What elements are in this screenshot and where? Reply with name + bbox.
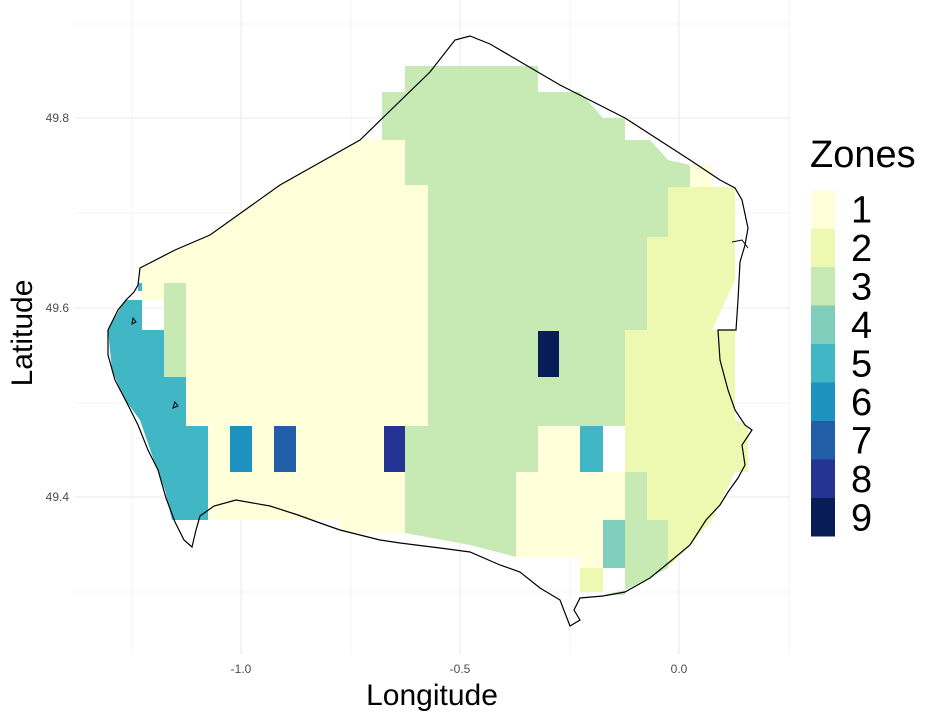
y-tick-label: 49.6 — [46, 301, 70, 315]
zone-8-tile — [384, 426, 405, 472]
legend-key-label: 9 — [851, 497, 872, 539]
zone-7-tile — [274, 426, 296, 472]
zone-2-region — [625, 187, 748, 568]
y-axis-title: Latitude — [6, 280, 39, 387]
legend-key-swatch — [811, 267, 835, 306]
legend-key-label: 3 — [851, 266, 872, 308]
coastline-path — [107, 35, 753, 627]
legend-key-swatch — [811, 228, 835, 267]
x-tick-label: -0.5 — [450, 662, 471, 676]
legend-title: Zones — [810, 134, 916, 176]
legend-key-swatch — [811, 498, 835, 537]
y-tick-label: 49.8 — [46, 111, 70, 125]
zone-9-tile — [538, 331, 559, 377]
legend-key-swatch — [811, 459, 835, 498]
legend-key-swatch — [811, 344, 835, 383]
zone-4-tile — [603, 520, 625, 568]
y-axis: 49.8 49.6 49.4 Latitude — [6, 111, 69, 504]
zone-5-region — [108, 300, 208, 520]
zone-3-region — [382, 66, 690, 557]
legend-key-label: 2 — [851, 228, 872, 270]
zone-5-tile — [138, 283, 142, 291]
legend-key-label: 7 — [851, 420, 872, 462]
zone-2-region — [580, 568, 603, 592]
legend-key-swatch — [811, 421, 835, 460]
legend-key-swatch — [811, 382, 835, 421]
x-axis: -1.0 -0.5 0.0 Longitude — [231, 662, 688, 712]
legend-key-label: 5 — [851, 343, 872, 385]
coastline-islet — [131, 316, 137, 325]
zone-3-region — [164, 283, 186, 377]
zone-5-tile — [580, 426, 603, 472]
legend-key-label: 4 — [851, 305, 872, 347]
zone-1-region — [690, 165, 712, 187]
y-tick-label: 49.4 — [46, 490, 70, 504]
legend-key-label: 8 — [851, 459, 872, 501]
x-axis-title: Longitude — [366, 679, 498, 712]
zone-6-tile — [230, 426, 252, 472]
x-tick-label: -1.0 — [231, 662, 252, 676]
zone-tiles — [108, 66, 748, 595]
zone-1-region — [138, 92, 428, 533]
legend-key-swatch — [811, 305, 835, 344]
legend-key-swatch — [811, 190, 835, 229]
coastline-outline — [107, 35, 753, 627]
coastline-islet — [172, 400, 179, 409]
x-tick-label: 0.0 — [671, 662, 688, 676]
legend-key-label: 6 — [851, 382, 872, 424]
coastline-islet — [731, 239, 749, 249]
legend-key-label: 1 — [851, 189, 872, 231]
